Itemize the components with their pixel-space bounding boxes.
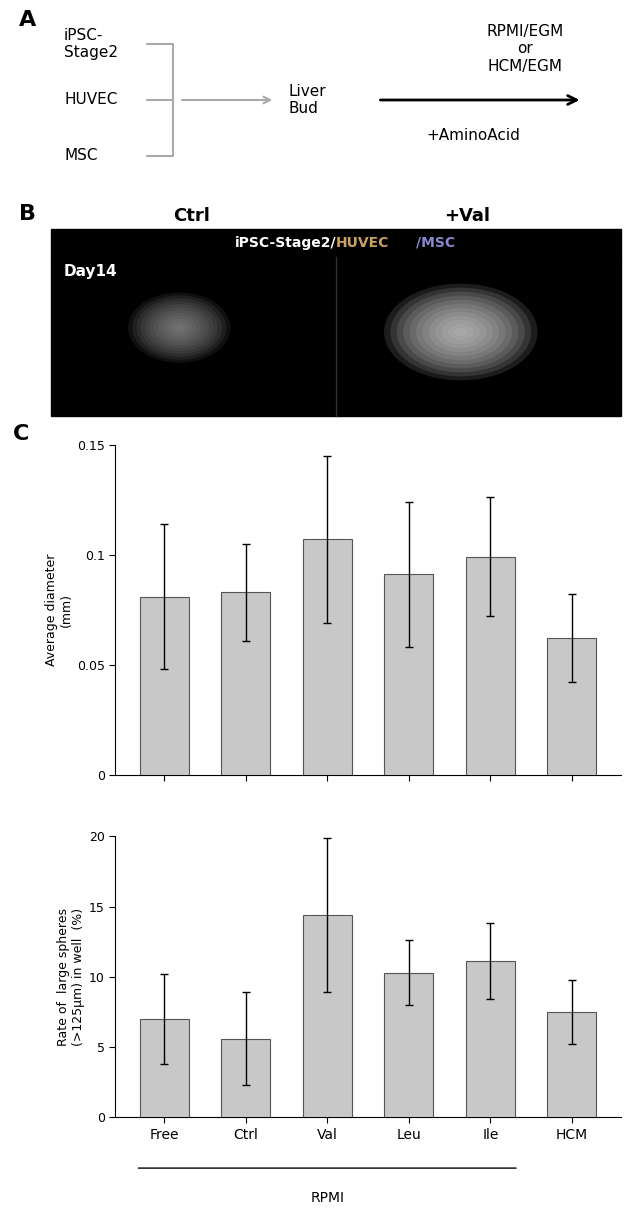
Ellipse shape xyxy=(454,328,467,336)
Ellipse shape xyxy=(158,313,200,343)
Bar xyxy=(303,539,352,775)
Bar xyxy=(221,1039,270,1117)
Text: Day14: Day14 xyxy=(64,264,118,279)
Text: B: B xyxy=(19,204,36,225)
Text: MSC: MSC xyxy=(64,149,97,163)
Bar xyxy=(51,257,621,415)
Ellipse shape xyxy=(403,296,518,368)
Y-axis label: Average diameter
(mm): Average diameter (mm) xyxy=(45,554,72,666)
Bar xyxy=(384,575,433,775)
Bar xyxy=(51,228,621,257)
Ellipse shape xyxy=(175,324,184,330)
Text: Liver
Bud: Liver Bud xyxy=(288,84,326,117)
Bar xyxy=(303,915,352,1117)
Y-axis label: Rate of  large spheres
(>125μm) in well  (%): Rate of large spheres (>125μm) in well (… xyxy=(57,907,84,1046)
Bar xyxy=(140,1019,189,1117)
Text: C: C xyxy=(13,424,29,443)
Text: /MSC: /MSC xyxy=(416,236,455,251)
Ellipse shape xyxy=(410,300,512,365)
Text: HUVEC: HUVEC xyxy=(336,236,389,251)
Ellipse shape xyxy=(435,316,486,348)
Bar xyxy=(547,1012,596,1117)
Bar xyxy=(140,597,189,775)
Ellipse shape xyxy=(141,301,218,354)
Ellipse shape xyxy=(390,287,531,376)
Ellipse shape xyxy=(171,322,188,334)
Bar xyxy=(221,592,270,775)
Bar xyxy=(384,973,433,1117)
Text: RPMI/EGM
or
HCM/EGM: RPMI/EGM or HCM/EGM xyxy=(486,25,564,74)
Ellipse shape xyxy=(448,324,474,340)
Ellipse shape xyxy=(166,319,192,336)
Bar xyxy=(547,639,596,775)
Bar xyxy=(466,962,515,1117)
Text: iPSC-Stage2/: iPSC-Stage2/ xyxy=(234,236,336,251)
Ellipse shape xyxy=(154,309,205,345)
Text: +AminoAcid: +AminoAcid xyxy=(427,128,520,142)
Ellipse shape xyxy=(132,295,226,360)
Text: HUVEC: HUVEC xyxy=(64,92,117,108)
Ellipse shape xyxy=(397,292,525,372)
Ellipse shape xyxy=(384,284,538,381)
Ellipse shape xyxy=(128,292,230,362)
Ellipse shape xyxy=(416,303,506,360)
Ellipse shape xyxy=(145,305,213,351)
Text: A: A xyxy=(19,10,36,29)
Ellipse shape xyxy=(422,308,499,356)
Text: Ctrl: Ctrl xyxy=(173,206,211,225)
Text: +Val: +Val xyxy=(444,206,490,225)
Bar xyxy=(466,556,515,775)
Ellipse shape xyxy=(149,307,209,348)
Ellipse shape xyxy=(442,321,480,344)
Text: RPMI: RPMI xyxy=(310,1191,344,1205)
Ellipse shape xyxy=(136,298,222,357)
Text: iPSC-
Stage2: iPSC- Stage2 xyxy=(64,28,118,60)
Ellipse shape xyxy=(429,312,493,352)
Ellipse shape xyxy=(162,316,196,339)
